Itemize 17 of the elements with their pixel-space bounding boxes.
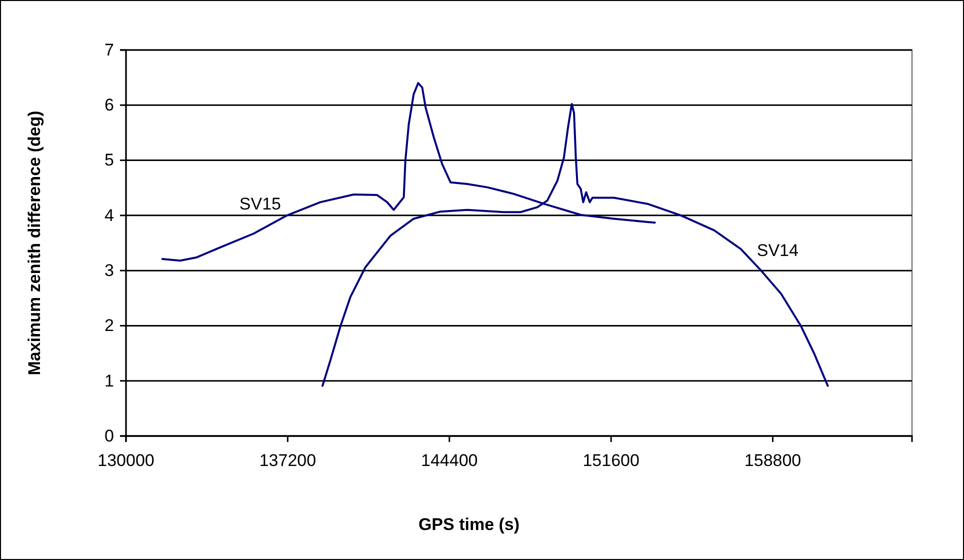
x-tick-label: 130000: [98, 451, 154, 470]
y-tick-label: 0: [104, 426, 114, 446]
x-axis-title: GPS time (s): [418, 515, 520, 534]
y-tick-label: 7: [104, 40, 114, 60]
y-tick-label: 3: [104, 261, 114, 280]
y-tick-label: 2: [104, 316, 114, 336]
y-tick-label: 1: [104, 371, 114, 390]
x-tick-label: 144400: [421, 451, 478, 470]
y-tick-label: 4: [104, 206, 114, 225]
x-tick-label: 137200: [259, 451, 316, 470]
series-label: SV15: [239, 194, 282, 214]
x-tick-label: 158800: [744, 451, 802, 470]
x-tick-label: 151600: [582, 451, 640, 470]
y-tick-label: 6: [104, 96, 114, 115]
series-label: SV14: [756, 241, 798, 260]
y-tick-label: 5: [104, 150, 114, 170]
y-axis-title: Maximum zenith difference (deg): [25, 110, 44, 376]
